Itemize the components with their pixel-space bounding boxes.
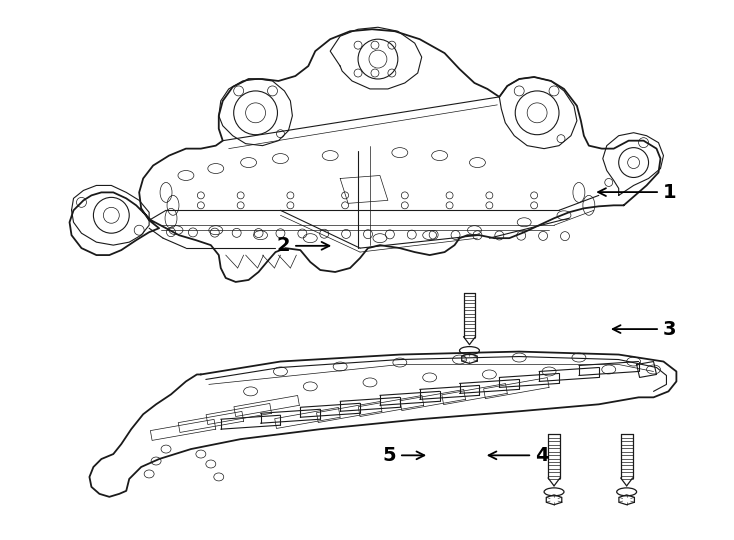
Text: 1: 1 [598, 183, 676, 201]
Text: 3: 3 [613, 320, 676, 339]
Text: 2: 2 [277, 237, 330, 255]
Text: 4: 4 [489, 446, 548, 465]
Text: 5: 5 [382, 446, 424, 465]
